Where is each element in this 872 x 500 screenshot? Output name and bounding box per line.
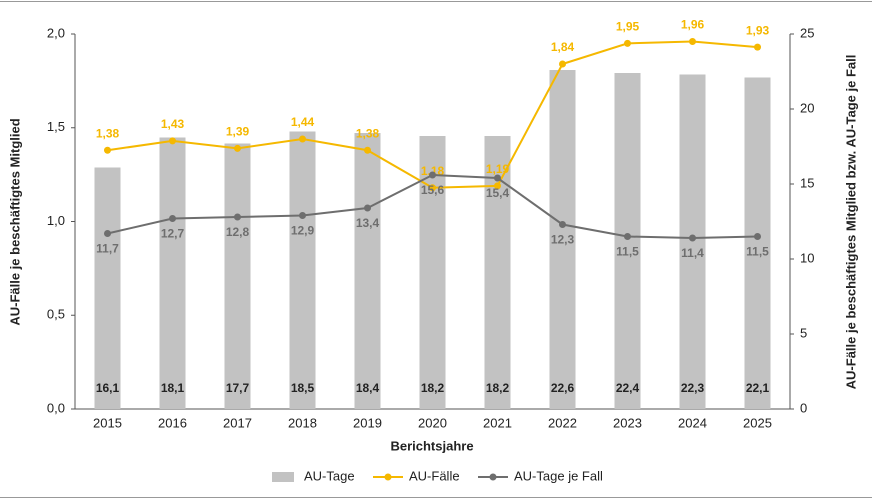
y-tick-label: 0,5: [47, 307, 65, 322]
line-point: [364, 146, 371, 154]
line-point: [429, 184, 436, 192]
x-tick-label: 2018: [288, 415, 317, 430]
line-value-label: 1,43: [161, 117, 185, 131]
line-value-label: 12,8: [226, 225, 250, 239]
line-point: [559, 221, 566, 228]
line-point: [754, 233, 761, 240]
line-point: [169, 215, 176, 222]
bar: [159, 137, 186, 409]
line-point: [624, 233, 631, 240]
bar: [354, 133, 381, 409]
line-point: [299, 135, 306, 143]
line-point: [234, 144, 241, 152]
line-value-label: 1,19: [486, 162, 510, 176]
line-value-label: 13,4: [356, 216, 380, 230]
x-tick-label: 2019: [353, 415, 382, 430]
line-value-label: 1,84: [551, 40, 575, 54]
bar-value-label: 22,1: [746, 381, 770, 395]
y2-tick-label: 5: [800, 325, 807, 340]
bar-value-label: 18,5: [291, 381, 315, 395]
bar: [614, 73, 641, 409]
y2-tick-label: 0: [800, 400, 807, 415]
line-point: [364, 204, 371, 212]
line-value-label: 1,44: [291, 115, 315, 129]
x-tick-label: 2017: [223, 415, 252, 430]
bar: [224, 143, 251, 409]
y-tick-label: 0,0: [47, 400, 65, 415]
line-point: [689, 38, 696, 45]
line-point: [104, 146, 111, 154]
line-point: [104, 230, 111, 237]
bar-value-label: 18,2: [486, 381, 510, 395]
line-value-label: 11,4: [681, 246, 704, 260]
y2-axis-title: AU-Fälle je beschäftigtes Mitglied bzw. …: [843, 55, 858, 390]
y2-tick-label: 20: [800, 100, 814, 115]
y2-tick-label: 10: [800, 250, 814, 265]
bar-value-label: 18,2: [421, 381, 445, 395]
y-tick-label: 1,5: [47, 119, 65, 134]
bar-value-label: 18,4: [356, 381, 380, 395]
y2-tick-label: 15: [800, 175, 814, 190]
line-value-label: 1,38: [356, 126, 380, 140]
y-tick-label: 1,0: [47, 213, 65, 228]
bar: [549, 70, 576, 409]
line-point: [299, 212, 306, 219]
line-value-label: 12,9: [291, 224, 315, 238]
x-tick-label: 2022: [548, 415, 577, 430]
bar-value-label: 17,7: [226, 381, 250, 395]
line-point: [429, 171, 436, 179]
bar: [94, 167, 121, 409]
line-value-label: 12,7: [161, 227, 185, 241]
line-value-label: 11,5: [616, 245, 639, 259]
line-value-label: 12,3: [551, 233, 575, 247]
bar: [744, 77, 771, 409]
y2-tick-label: 25: [800, 25, 814, 40]
x-tick-label: 2020: [418, 415, 447, 430]
legend-swatch-point: [489, 473, 497, 481]
legend-swatch-point: [384, 473, 392, 481]
line-point: [234, 213, 241, 221]
line-value-label: 1,96: [681, 18, 705, 32]
line-point: [624, 39, 631, 47]
bar-value-label: 16,1: [96, 381, 120, 395]
bar: [679, 74, 706, 409]
bar: [419, 136, 446, 409]
bar-value-label: 22,3: [681, 381, 705, 395]
bar: [289, 131, 316, 409]
line-point: [494, 182, 501, 190]
bar-value-label: 22,6: [551, 381, 575, 395]
bar-value-label: 22,4: [616, 381, 640, 395]
y-tick-label: 2,0: [47, 25, 65, 40]
line-value-label: 1,95: [616, 20, 640, 34]
x-tick-label: 2024: [678, 415, 707, 430]
line-value-label: 11,5: [746, 245, 769, 259]
x-tick-label: 2015: [93, 415, 122, 430]
x-tick-label: 2023: [613, 415, 642, 430]
legend-swatch: [272, 472, 294, 482]
line-point: [494, 174, 501, 182]
line-value-label: 1,93: [746, 23, 770, 37]
y-axis-title: AU-Fälle je beschäftigtes Mitglied: [7, 118, 22, 325]
line-value-label: 11,7: [96, 242, 119, 256]
legend-label: AU-Tage je Fall: [514, 468, 603, 483]
line-value-label: 15,4: [486, 186, 510, 200]
line-point: [559, 60, 566, 68]
x-tick-label: 2021: [483, 415, 512, 430]
line-point: [754, 43, 761, 51]
line-value-label: 15,6: [421, 183, 445, 197]
bar-value-label: 18,1: [161, 381, 185, 395]
x-tick-label: 2016: [158, 415, 187, 430]
x-axis-title: Berichtsjahre: [390, 438, 473, 453]
line-value-label: 1,39: [226, 125, 250, 139]
legend-label: AU-Fälle: [409, 468, 460, 483]
line-point: [689, 234, 696, 242]
x-tick-label: 2025: [743, 415, 772, 430]
legend-label: AU-Tage: [304, 468, 355, 483]
line-point: [169, 137, 176, 145]
line-value-label: 1,38: [96, 126, 120, 140]
